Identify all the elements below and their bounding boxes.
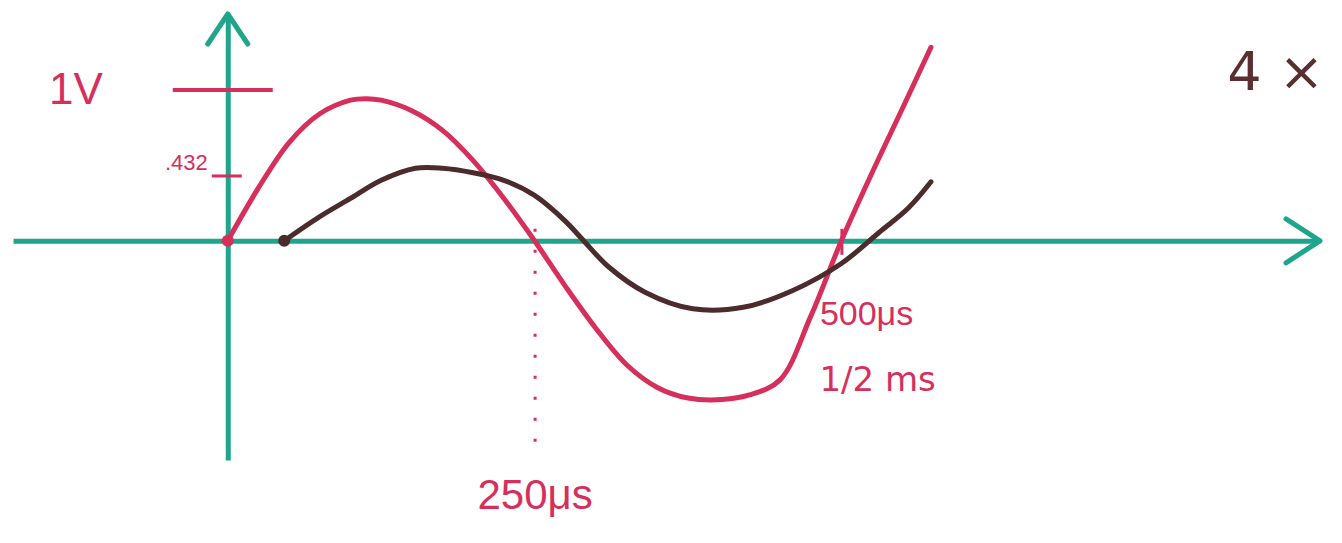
series-line [228,47,931,400]
x-tick: 250μs [477,229,592,518]
x-tick-label: 250μs [477,471,592,518]
annotation: 1/2 ms [819,359,935,399]
series-line [284,167,931,310]
x-tick-label: 500μs [820,294,913,332]
y-axis: 1V .432 [49,15,273,461]
chart: 250μs 500μs 1V .432 1/2 ms 4 × [0,0,1342,543]
x-axis: 250μs 500μs [14,229,1321,518]
y-tick-label: .432 [165,150,208,175]
y-tick: .432 [165,150,242,176]
x-tick-mark [534,229,537,451]
series-start-dot [222,235,234,247]
series-start-dot [278,235,290,247]
y-tick: 1V [49,64,273,113]
y-arrowhead [208,14,248,44]
x-axis-line [14,239,1321,244]
x-arrowhead [1286,219,1320,263]
y-tick-label: 1V [49,64,103,113]
annotation: 4 × [1227,40,1324,103]
plot-area [222,47,931,400]
y-tick-mark [212,174,242,177]
y-tick-mark [173,88,273,92]
